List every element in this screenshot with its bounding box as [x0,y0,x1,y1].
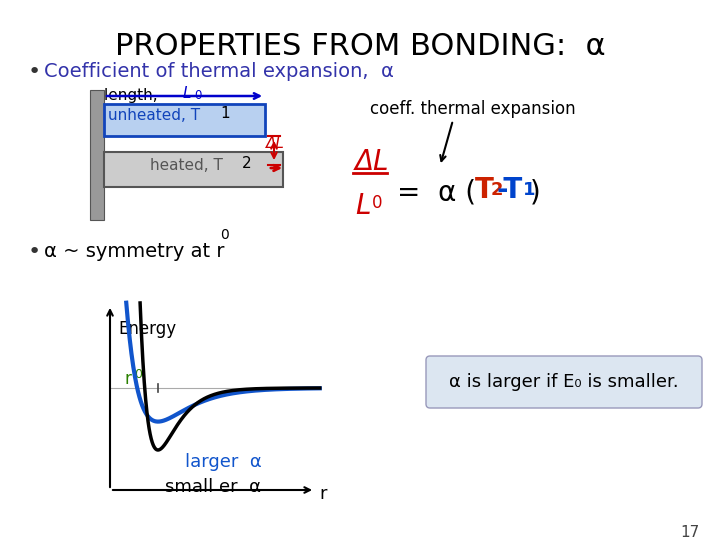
Text: 1: 1 [523,181,536,199]
Text: =  α (: = α ( [397,178,476,206]
Text: 2: 2 [242,156,251,171]
Text: L: L [183,86,192,101]
Text: r: r [319,485,326,503]
Text: small er  α: small er α [165,478,261,496]
Text: 2: 2 [491,181,503,199]
Text: 0: 0 [372,194,382,212]
Text: 17: 17 [680,525,700,540]
Text: 0: 0 [220,228,229,242]
Text: r: r [124,370,131,388]
Bar [104,152,283,187]
Text: •: • [28,62,41,82]
Text: 0: 0 [194,89,202,102]
Text: L: L [355,192,371,220]
Text: α is larger if E₀ is smaller.: α is larger if E₀ is smaller. [449,373,679,391]
Text: coeff. thermal expansion: coeff. thermal expansion [370,100,575,118]
Bar [90,90,104,220]
Text: ΔL: ΔL [266,136,285,151]
Text: PROPERTIES FROM BONDING:  α: PROPERTIES FROM BONDING: α [114,32,606,61]
Text: unheated, T: unheated, T [108,108,205,123]
Text: larger  α: larger α [185,453,262,471]
Text: 1: 1 [220,106,230,121]
Text: heated, T: heated, T [150,158,228,173]
Text: 0: 0 [134,368,142,381]
Text: -T: -T [497,176,523,204]
Text: ΔL: ΔL [355,148,390,176]
Text: T: T [475,176,494,204]
Text: Energy: Energy [118,320,176,338]
Text: length,: length, [104,88,167,103]
Text: •: • [28,242,41,262]
Text: Coefficient of thermal expansion,  α: Coefficient of thermal expansion, α [44,62,394,81]
Bar [104,104,265,136]
FancyBboxPatch shape [426,356,702,408]
Text: ): ) [530,178,541,206]
Text: α ~ symmetry at r: α ~ symmetry at r [44,242,225,261]
